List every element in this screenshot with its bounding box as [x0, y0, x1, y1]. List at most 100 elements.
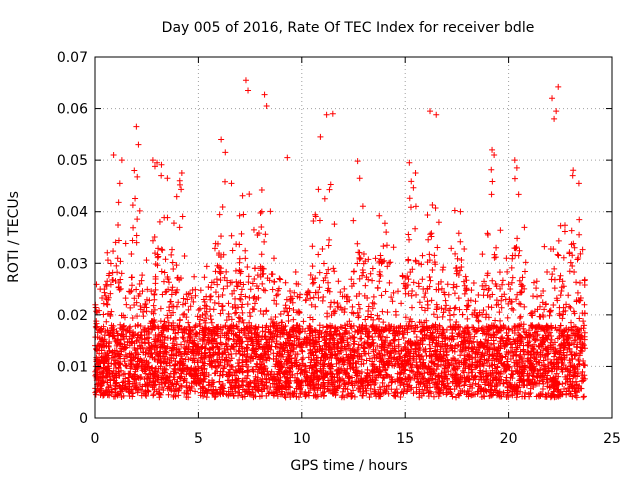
data-point [356, 249, 363, 256]
data-point [439, 332, 446, 339]
data-point [344, 386, 351, 393]
data-point [369, 333, 376, 340]
data-point [236, 266, 243, 273]
data-point [338, 365, 345, 372]
data-point [488, 191, 495, 198]
data-point [491, 323, 498, 330]
data-point [498, 376, 505, 383]
data-point [350, 268, 357, 275]
data-point [236, 212, 243, 219]
data-point [268, 316, 275, 323]
data-point [236, 356, 243, 363]
data-point [485, 303, 492, 310]
data-point [394, 288, 401, 295]
data-point [105, 272, 112, 279]
data-point [572, 324, 579, 331]
data-point [212, 268, 219, 275]
data-point [438, 305, 445, 312]
data-point [231, 287, 238, 294]
data-point [239, 309, 246, 316]
data-point [378, 292, 385, 299]
data-point [398, 300, 405, 307]
data-point [177, 316, 184, 323]
data-point [421, 294, 428, 301]
data-point [194, 346, 201, 353]
data-point [385, 390, 392, 397]
data-point [451, 207, 458, 214]
data-point [354, 240, 361, 247]
data-point [93, 308, 100, 315]
data-point [362, 316, 369, 323]
data-point [464, 387, 471, 394]
data-point [546, 329, 553, 336]
data-point [571, 244, 578, 251]
data-point [260, 311, 267, 318]
data-point [442, 306, 449, 313]
data-point [383, 229, 390, 236]
data-point [267, 208, 274, 215]
data-point [315, 294, 322, 301]
data-point [290, 332, 297, 339]
data-point [172, 289, 179, 296]
data-point [483, 311, 490, 318]
data-point [165, 279, 172, 286]
data-point [489, 291, 496, 298]
data-point [133, 286, 140, 293]
data-point [439, 313, 446, 320]
data-point [439, 266, 446, 273]
data-point [489, 277, 496, 284]
data-point [215, 300, 222, 307]
data-point [284, 308, 291, 315]
data-point [482, 381, 489, 388]
data-point [405, 276, 412, 283]
data-point [513, 351, 520, 358]
data-point [117, 276, 124, 283]
data-point [131, 344, 138, 351]
data-point [176, 224, 183, 231]
data-point [544, 269, 551, 276]
data-point [407, 204, 414, 211]
data-point [160, 278, 167, 285]
data-point [362, 350, 369, 357]
data-point [128, 282, 135, 289]
data-point [427, 277, 434, 284]
data-point [504, 314, 511, 321]
data-point [104, 249, 111, 256]
data-point [223, 332, 230, 339]
data-point [223, 268, 230, 275]
data-point [239, 192, 246, 199]
data-point [357, 255, 364, 262]
data-point [416, 299, 423, 306]
data-point [277, 276, 284, 283]
data-point [316, 284, 323, 291]
data-point [477, 354, 484, 361]
data-point [320, 293, 327, 300]
data-point [393, 311, 400, 318]
data-point [459, 311, 466, 318]
data-point [412, 225, 419, 232]
data-point [576, 216, 583, 223]
data-point [437, 348, 444, 355]
data-point [178, 186, 185, 193]
data-point [381, 220, 388, 227]
data-point [134, 216, 141, 223]
data-point [208, 316, 215, 323]
data-point [410, 390, 417, 397]
data-point [557, 272, 564, 279]
data-point [360, 251, 367, 258]
data-point [438, 278, 445, 285]
data-point [169, 259, 176, 266]
data-point [224, 283, 231, 290]
data-point [406, 195, 413, 202]
data-point [152, 286, 159, 293]
data-point [217, 310, 224, 317]
data-point [309, 280, 316, 287]
data-point [173, 303, 180, 310]
data-point [156, 391, 163, 398]
data-point [186, 324, 193, 331]
data-point [277, 310, 284, 317]
data-point [323, 270, 330, 277]
data-point [181, 253, 188, 260]
data-point [573, 279, 580, 286]
data-point [104, 257, 111, 264]
